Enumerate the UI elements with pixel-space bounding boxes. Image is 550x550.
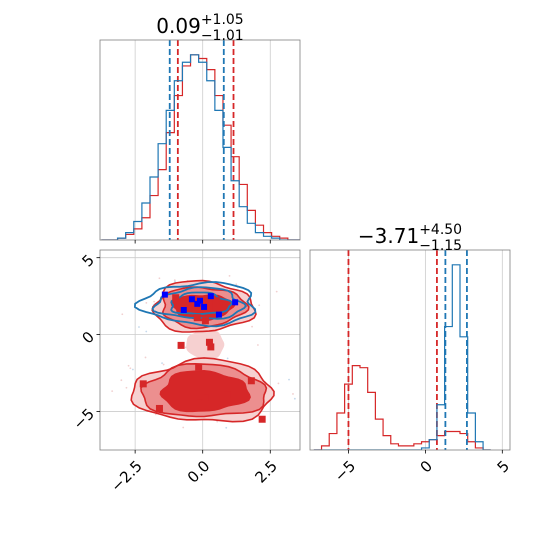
x-tick-label: −2.5 <box>107 457 145 495</box>
y-tick-label: −5 <box>70 405 98 433</box>
red-contour <box>140 362 268 418</box>
sample-point <box>216 420 219 423</box>
axes-frame <box>309 249 511 451</box>
y-tick-label: 0 <box>79 328 98 347</box>
blue-sample-marker <box>201 303 208 310</box>
red-sample-marker <box>201 317 209 325</box>
red-sample-marker <box>212 297 220 305</box>
sample-point <box>275 290 278 293</box>
sample-point <box>182 426 185 429</box>
x-tick-label: 0.0 <box>184 457 214 487</box>
sample-point <box>125 386 128 389</box>
y-marginal-panel: −5 0 5 −3.71+4.50−1.15 <box>309 222 513 485</box>
y-marginal-title: −3.71+4.50 <box>358 222 462 248</box>
blue-sample-marker <box>188 296 195 303</box>
sample-point <box>144 356 147 359</box>
sample-point <box>121 313 124 316</box>
red-sample-marker <box>185 304 193 312</box>
sample-point <box>235 283 238 286</box>
red-sample-marker <box>172 294 180 302</box>
axes-frame <box>99 39 301 241</box>
red-sample-marker <box>139 380 147 388</box>
sample-point <box>174 280 176 283</box>
sample-point <box>129 367 132 370</box>
sample-point <box>258 304 261 307</box>
red-histogram <box>313 365 491 450</box>
sample-point <box>158 277 161 280</box>
blue-sample-marker <box>232 299 239 306</box>
x-marginal-panel: 0.09+1.05−1.01 <box>99 12 301 244</box>
x-tick-label: 2.5 <box>251 457 281 487</box>
blue-contour <box>151 286 248 320</box>
red-sample-marker <box>258 415 266 423</box>
red-sample-marker <box>195 363 203 371</box>
sample-point <box>127 364 130 367</box>
x-tick-label: −5 <box>331 457 359 485</box>
sample-point <box>288 378 290 381</box>
red-contour <box>130 357 275 423</box>
sample-point <box>225 426 228 429</box>
sample-point <box>277 382 280 385</box>
sample-point <box>138 326 140 328</box>
sample-point <box>131 368 134 371</box>
blue-contour <box>170 291 233 315</box>
sample-point <box>162 363 165 366</box>
sample-point <box>292 393 294 395</box>
red-sample-marker <box>177 341 185 349</box>
blue-sample-marker <box>207 293 214 300</box>
sample-point <box>145 301 148 304</box>
sample-point <box>111 390 114 393</box>
blue-sample-marker <box>215 311 222 318</box>
sample-point <box>161 362 163 364</box>
red-sample-marker <box>212 303 220 311</box>
blue-histogram <box>313 264 491 450</box>
red-density-fill <box>160 370 251 412</box>
sample-point <box>145 330 148 333</box>
blue-sample-marker <box>197 297 203 304</box>
sample-point <box>257 344 259 346</box>
red-sample-marker <box>193 314 201 322</box>
blue-sample-marker <box>161 291 168 298</box>
joint-contour-panel: −2.5 0.0 2.5 −5 0 5 <box>70 249 322 496</box>
blue-sample-marker <box>180 307 187 313</box>
blue-histogram <box>101 54 300 240</box>
x-marginal-title: 0.09+1.05 <box>156 12 243 38</box>
blue-contour <box>133 281 257 328</box>
red-contour <box>159 369 251 413</box>
red-sample-marker <box>196 392 204 400</box>
sample-point <box>120 379 123 382</box>
title-lower-bound: −1.01 <box>201 28 244 44</box>
red-histogram <box>101 54 300 240</box>
sample-point <box>153 300 156 303</box>
sample-point <box>228 274 231 277</box>
sample-point <box>226 357 229 360</box>
red-sample-marker <box>201 394 209 402</box>
red-sample-marker <box>247 377 255 385</box>
sample-point <box>293 397 296 400</box>
blue-sample-marker <box>194 300 201 307</box>
title-lower-bound: −1.15 <box>419 238 462 254</box>
sample-point <box>72 285 74 287</box>
x-tick-label: 0 <box>417 457 436 476</box>
sample-point <box>320 383 322 385</box>
red-density-bridge <box>186 327 225 359</box>
red-sample-marker <box>207 343 215 351</box>
sample-point <box>173 279 176 282</box>
axes-frame <box>99 249 301 451</box>
x-tick-label: 5 <box>494 457 513 476</box>
red-sample-marker <box>205 338 213 346</box>
red-sample-marker <box>155 404 163 412</box>
red-sample-marker <box>223 391 231 399</box>
y-tick-label: 5 <box>79 251 98 270</box>
sample-point <box>251 325 253 328</box>
